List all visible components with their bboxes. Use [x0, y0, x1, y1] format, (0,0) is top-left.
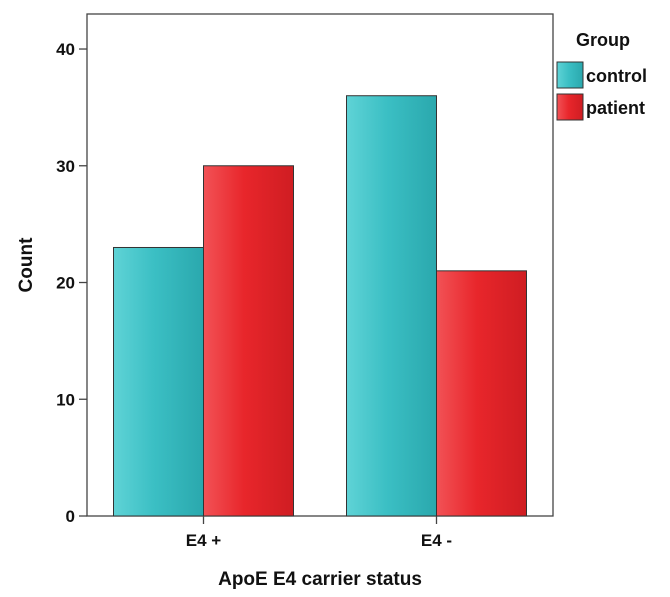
legend-title: Group [576, 30, 630, 50]
bar-control-1 [346, 95, 437, 517]
y-tick-label: 10 [56, 390, 75, 409]
legend: Group control patient [556, 30, 647, 121]
bar-patient-0 [203, 165, 294, 517]
plot-frame [86, 13, 554, 517]
y-axis-title: Count [16, 237, 37, 293]
y-tick-label: 30 [56, 157, 75, 176]
legend-label-patient: patient [586, 98, 645, 118]
legend-label-control: control [586, 66, 647, 86]
legend-swatch-control [556, 61, 584, 89]
x-tick-label: E4 + [186, 531, 222, 550]
y-tick-label: 20 [56, 274, 75, 293]
x-axis: E4 + E4 - [186, 516, 452, 550]
bar-patient-1 [436, 270, 527, 517]
legend-swatch-patient [556, 93, 584, 121]
x-tick-label: E4 - [421, 531, 452, 550]
y-tick-label: 0 [66, 507, 75, 526]
y-axis: 0 10 20 30 40 [56, 40, 87, 526]
bar-control-0 [113, 246, 204, 517]
bars [113, 95, 527, 517]
x-axis-title: ApoE E4 carrier status [218, 569, 422, 590]
y-tick-label: 40 [56, 40, 75, 59]
